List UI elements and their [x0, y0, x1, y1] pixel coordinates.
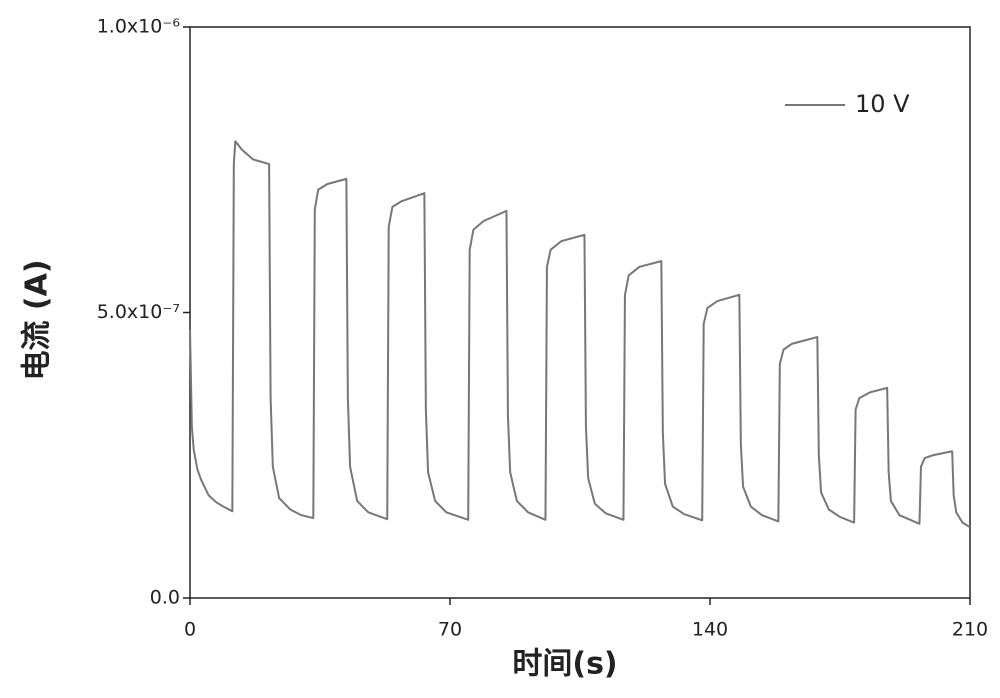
- x-tick-label: 0: [184, 619, 196, 641]
- x-tick-label: 210: [952, 619, 988, 641]
- legend-label: 10 V: [855, 90, 910, 118]
- y-tick-label: 0.0: [150, 587, 180, 609]
- x-tick-label: 140: [692, 619, 728, 641]
- y-axis-title: 电流 (A): [20, 259, 55, 380]
- plot-frame: [189, 26, 971, 599]
- y-tick-label: 5.0x10⁻⁷: [97, 301, 180, 323]
- y-tick-label: 1.0x10⁻⁶: [97, 16, 180, 38]
- x-tick-label: 70: [438, 619, 462, 641]
- data-line: [189, 140, 971, 529]
- x-axis-title: 时间(s): [512, 647, 617, 682]
